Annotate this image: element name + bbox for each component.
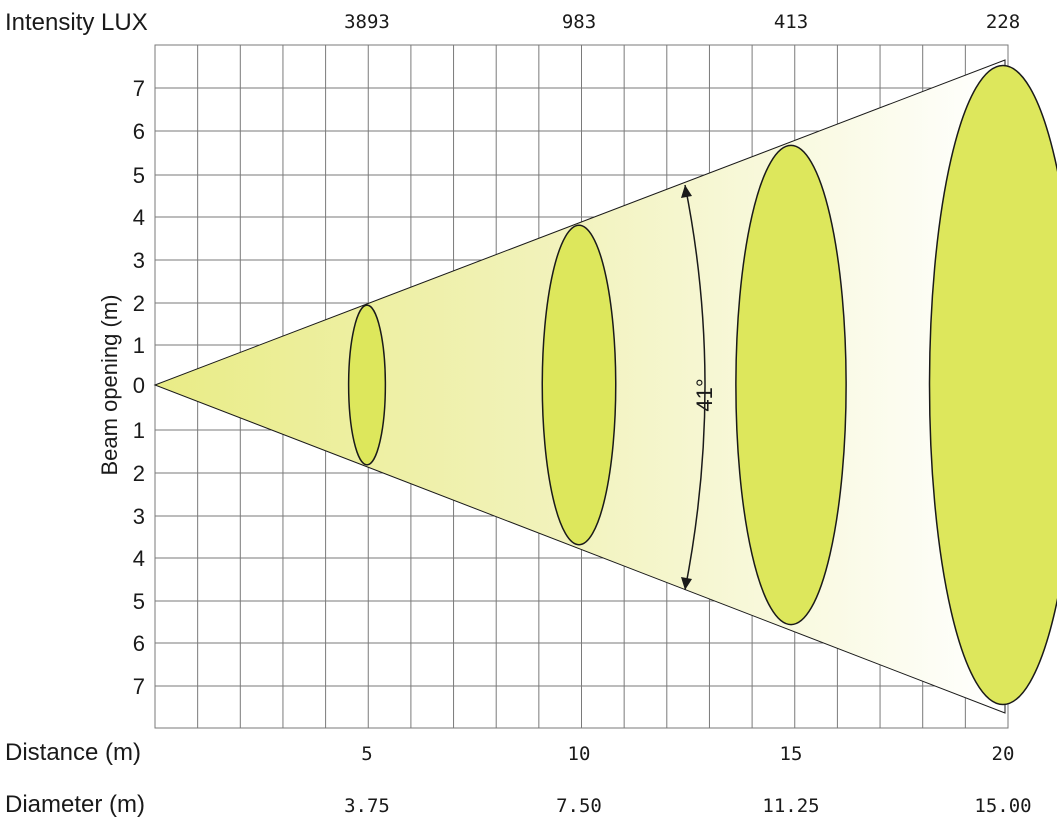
- beam-ellipse: [541, 224, 617, 546]
- diameter-values: 3.75 7.50 11.25 15.00: [344, 795, 1031, 817]
- distance-value: 5: [361, 743, 372, 765]
- distance-value: 10: [568, 743, 591, 765]
- y-tick-label: 4: [133, 205, 145, 230]
- y-tick-label: 3: [133, 248, 145, 273]
- y-tick-label: 6: [133, 631, 145, 656]
- diameter-value: 15.00: [974, 795, 1031, 817]
- beam-ellipse: [735, 144, 847, 626]
- intensity-value: 413: [774, 11, 808, 33]
- distance-label: Distance (m): [5, 739, 141, 766]
- y-tick-label: 2: [133, 461, 145, 486]
- arrow-down-icon: [681, 577, 692, 590]
- y-tick-label: 0: [133, 373, 145, 398]
- y-tick-label: 4: [133, 546, 145, 571]
- intensity-label: Intensity LUX: [5, 9, 148, 36]
- intensity-value: 983: [562, 11, 596, 33]
- intensity-value: 3893: [344, 11, 390, 33]
- beam-cross-sections: [347, 64, 1057, 706]
- intensity-values: 3893 983 413 228: [344, 11, 1020, 33]
- distance-value: 15: [780, 743, 803, 765]
- beam-ellipse: [928, 64, 1057, 706]
- y-tick-label: 5: [133, 589, 145, 614]
- y-tick-label: 2: [133, 291, 145, 316]
- distance-values: 5 10 15 20: [361, 743, 1014, 765]
- intensity-value: 228: [986, 11, 1020, 33]
- y-tick-label: 1: [133, 333, 145, 358]
- distance-value: 20: [992, 743, 1015, 765]
- y-tick-label: 1: [133, 418, 145, 443]
- y-tick-label: 7: [133, 674, 145, 699]
- diameter-value: 3.75: [344, 795, 390, 817]
- y-tick-label: 7: [133, 76, 145, 101]
- diameter-label: Diameter (m): [5, 791, 145, 818]
- diameter-value: 7.50: [556, 795, 602, 817]
- arrow-up-icon: [681, 185, 692, 198]
- angle-arc: [684, 184, 706, 591]
- y-tick-label: 6: [133, 119, 145, 144]
- y-ticks: 7 6 5 4 3 2 1 0 1 2 3 4 5 6 7: [133, 76, 145, 699]
- diameter-value: 11.25: [762, 795, 819, 817]
- angle-label: 41°: [692, 378, 717, 411]
- y-tick-label: 5: [133, 163, 145, 188]
- beam-ellipse: [347, 304, 387, 466]
- y-tick-label: 3: [133, 504, 145, 529]
- y-axis-label: Beam opening (m): [97, 295, 122, 476]
